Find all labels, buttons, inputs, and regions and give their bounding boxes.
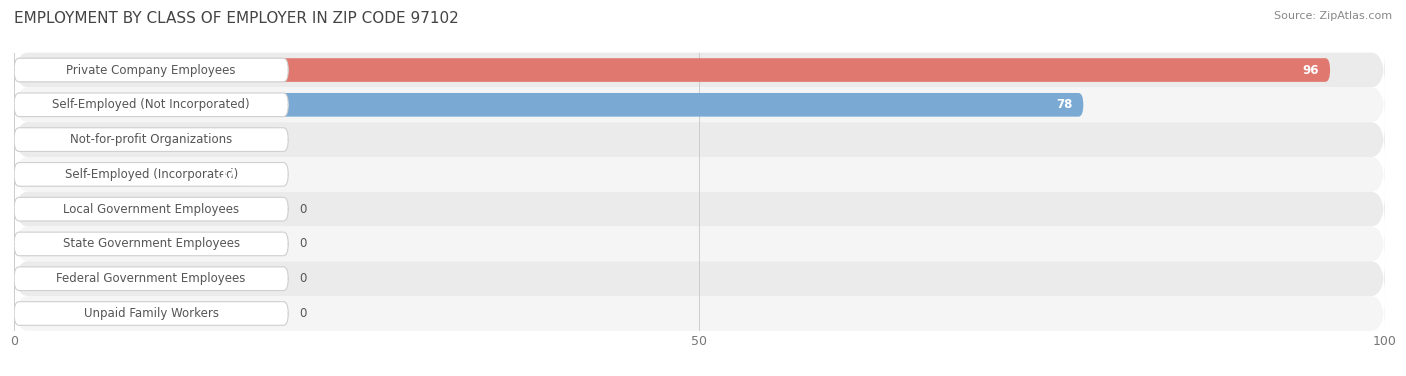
- FancyBboxPatch shape: [14, 93, 288, 117]
- Text: Self-Employed (Not Incorporated): Self-Employed (Not Incorporated): [52, 98, 250, 111]
- FancyBboxPatch shape: [14, 93, 1084, 117]
- Text: Private Company Employees: Private Company Employees: [66, 64, 236, 77]
- Text: EMPLOYMENT BY CLASS OF EMPLOYER IN ZIP CODE 97102: EMPLOYMENT BY CLASS OF EMPLOYER IN ZIP C…: [14, 11, 458, 26]
- Text: Not-for-profit Organizations: Not-for-profit Organizations: [70, 133, 232, 146]
- Text: 19: 19: [247, 133, 263, 146]
- Text: 0: 0: [299, 272, 307, 285]
- FancyBboxPatch shape: [14, 296, 1385, 331]
- FancyBboxPatch shape: [14, 226, 1385, 261]
- Text: 0: 0: [299, 237, 307, 250]
- FancyBboxPatch shape: [14, 232, 288, 256]
- Text: Source: ZipAtlas.com: Source: ZipAtlas.com: [1274, 11, 1392, 21]
- FancyBboxPatch shape: [14, 58, 288, 82]
- FancyBboxPatch shape: [14, 122, 1385, 157]
- FancyBboxPatch shape: [14, 267, 288, 291]
- Text: Self-Employed (Incorporated): Self-Employed (Incorporated): [65, 168, 238, 181]
- FancyBboxPatch shape: [14, 267, 288, 291]
- FancyBboxPatch shape: [14, 53, 1385, 87]
- FancyBboxPatch shape: [14, 128, 274, 152]
- Text: Unpaid Family Workers: Unpaid Family Workers: [83, 307, 219, 320]
- FancyBboxPatch shape: [14, 162, 247, 186]
- Text: Local Government Employees: Local Government Employees: [63, 203, 239, 216]
- Text: 78: 78: [1056, 98, 1073, 111]
- FancyBboxPatch shape: [14, 58, 1330, 82]
- FancyBboxPatch shape: [14, 302, 288, 325]
- FancyBboxPatch shape: [14, 87, 1385, 122]
- FancyBboxPatch shape: [14, 157, 1385, 192]
- Text: 0: 0: [299, 203, 307, 216]
- Text: Federal Government Employees: Federal Government Employees: [56, 272, 246, 285]
- Text: 0: 0: [299, 307, 307, 320]
- Text: 17: 17: [219, 168, 236, 181]
- FancyBboxPatch shape: [14, 261, 1385, 296]
- FancyBboxPatch shape: [14, 162, 288, 186]
- FancyBboxPatch shape: [14, 192, 1385, 226]
- Text: State Government Employees: State Government Employees: [63, 237, 239, 250]
- FancyBboxPatch shape: [14, 302, 288, 325]
- FancyBboxPatch shape: [14, 128, 288, 152]
- Text: 96: 96: [1302, 64, 1319, 77]
- FancyBboxPatch shape: [14, 232, 288, 256]
- FancyBboxPatch shape: [14, 197, 288, 221]
- FancyBboxPatch shape: [14, 197, 288, 221]
